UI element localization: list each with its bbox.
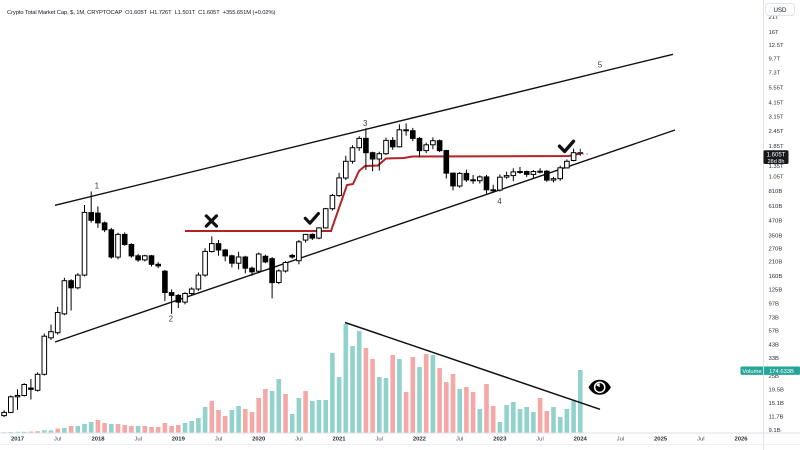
svg-text:43B: 43B — [769, 343, 780, 349]
svg-text:Crypto Total Market Cap, $, 1M: Crypto Total Market Cap, $, 1M, CRYPTOCA… — [7, 10, 276, 16]
svg-text:19.5B: 19.5B — [769, 388, 784, 394]
svg-text:4: 4 — [497, 197, 502, 206]
svg-text:97B: 97B — [769, 302, 780, 308]
svg-text:Jul: Jul — [617, 437, 625, 443]
svg-text:210B: 210B — [769, 260, 783, 266]
svg-text:11.7B: 11.7B — [769, 415, 784, 421]
svg-text:Volume: Volume — [742, 369, 761, 375]
svg-text:2020: 2020 — [252, 437, 266, 443]
svg-text:2021: 2021 — [332, 437, 346, 443]
svg-text:21T: 21T — [769, 15, 780, 21]
svg-text:3: 3 — [363, 119, 368, 128]
svg-text:Jul: Jul — [375, 437, 383, 443]
svg-text:2019: 2019 — [172, 437, 186, 443]
svg-text:2025: 2025 — [654, 437, 668, 443]
svg-text:Jul: Jul — [456, 437, 464, 443]
svg-text:2018: 2018 — [91, 437, 105, 443]
svg-text:33B: 33B — [769, 356, 780, 362]
svg-text:270B: 270B — [769, 247, 783, 253]
svg-text:2024: 2024 — [574, 437, 588, 443]
svg-text:3.15T: 3.15T — [769, 115, 784, 121]
svg-text:USD: USD — [773, 7, 787, 14]
svg-text:73B: 73B — [769, 316, 780, 322]
svg-text:1.05T: 1.05T — [769, 175, 784, 181]
svg-text:2: 2 — [169, 315, 174, 324]
svg-text:1.85T: 1.85T — [769, 144, 784, 150]
svg-text:2.45T: 2.45T — [769, 129, 784, 135]
svg-text:1: 1 — [95, 182, 100, 191]
svg-text:810B: 810B — [769, 189, 783, 195]
svg-text:12.5T: 12.5T — [769, 43, 784, 49]
svg-text:4.15T: 4.15T — [769, 101, 784, 107]
svg-text:Jul: Jul — [54, 437, 62, 443]
svg-text:Jul: Jul — [215, 437, 223, 443]
svg-text:1.605T: 1.605T — [767, 152, 786, 158]
svg-text:2023: 2023 — [493, 437, 507, 443]
svg-text:Jul: Jul — [536, 437, 544, 443]
svg-text:174.633B: 174.633B — [769, 369, 794, 375]
svg-text:9.7T: 9.7T — [769, 57, 781, 63]
svg-text:160B: 160B — [769, 274, 783, 280]
svg-text:15.1B: 15.1B — [769, 401, 784, 407]
svg-text:Jul: Jul — [697, 437, 705, 443]
svg-text:125B: 125B — [769, 288, 783, 294]
svg-text:5: 5 — [598, 60, 603, 69]
svg-text:350B: 350B — [769, 234, 783, 240]
svg-text:2017: 2017 — [11, 437, 25, 443]
svg-text:470B: 470B — [769, 219, 783, 225]
svg-text:2026: 2026 — [734, 437, 748, 443]
svg-text:Jul: Jul — [134, 437, 142, 443]
svg-text:610B: 610B — [769, 204, 783, 210]
svg-text:7.3T: 7.3T — [769, 71, 781, 77]
svg-text:9.1B: 9.1B — [769, 428, 781, 434]
svg-text:1.35T: 1.35T — [769, 164, 784, 170]
svg-text:57B: 57B — [769, 329, 780, 335]
svg-text:2022: 2022 — [413, 437, 427, 443]
svg-text:16T: 16T — [769, 30, 780, 36]
svg-text:5.55T: 5.55T — [769, 86, 784, 92]
svg-text:28d 8h: 28d 8h — [768, 159, 785, 165]
svg-text:Jul: Jul — [295, 437, 303, 443]
svg-text:25B: 25B — [769, 374, 780, 380]
